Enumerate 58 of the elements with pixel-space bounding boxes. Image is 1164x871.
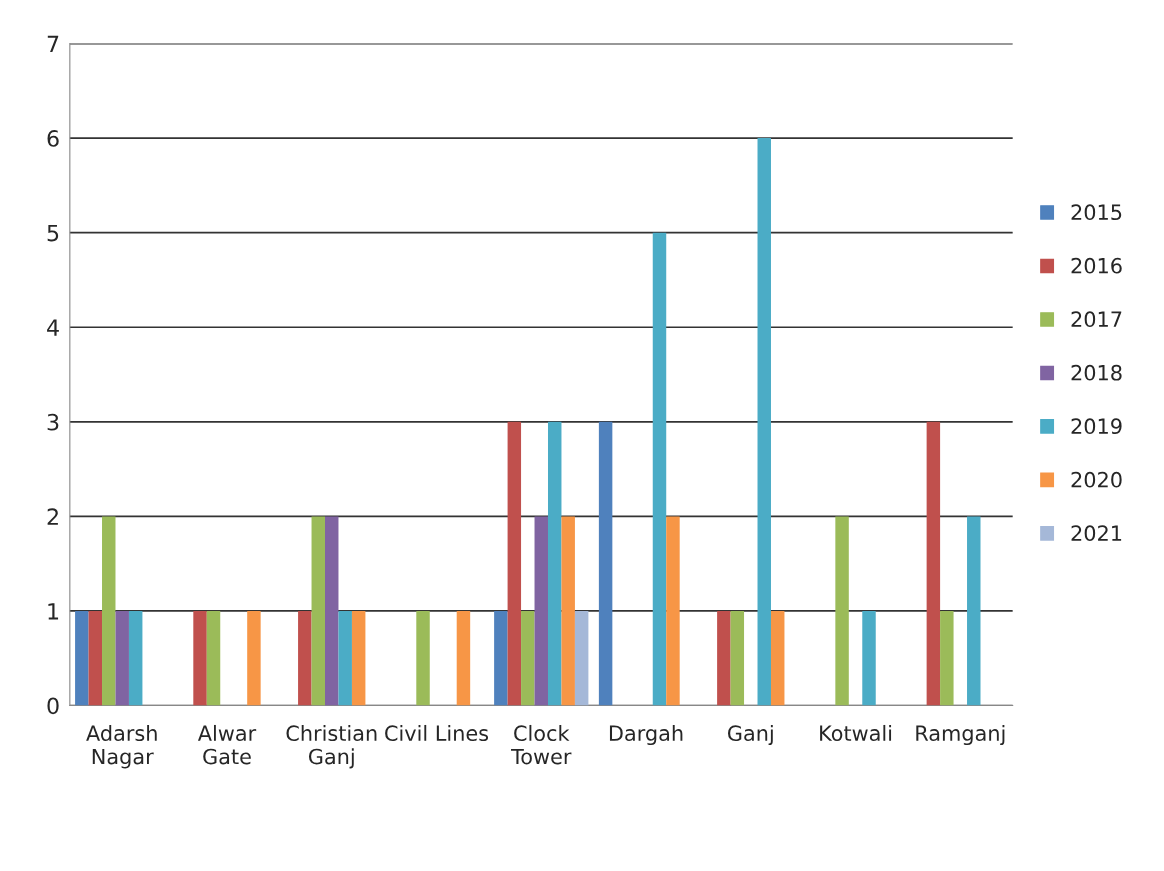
x-tick-label: Civil Lines bbox=[385, 724, 489, 742]
bar bbox=[338, 610, 352, 706]
y-tick-label: 2 bbox=[47, 508, 58, 525]
bar bbox=[598, 421, 613, 706]
y-tick-label: 4 bbox=[47, 319, 59, 336]
bar bbox=[547, 421, 562, 706]
bar bbox=[193, 610, 207, 706]
bar bbox=[534, 516, 548, 706]
bar bbox=[926, 421, 941, 706]
bar bbox=[717, 610, 731, 706]
bar bbox=[862, 610, 876, 706]
x-tick-label: Alwar Gate bbox=[197, 724, 257, 765]
bar bbox=[835, 516, 849, 706]
bar bbox=[351, 610, 366, 706]
x-tick-label: Ganj bbox=[728, 724, 773, 746]
legend-label: 2019 bbox=[1071, 418, 1122, 435]
bar bbox=[247, 610, 261, 706]
y-tick-label: 5 bbox=[47, 224, 59, 242]
legend-label: 2018 bbox=[1071, 364, 1122, 381]
legend-label: 2020 bbox=[1071, 471, 1122, 488]
bar bbox=[574, 610, 589, 706]
bar bbox=[102, 516, 116, 706]
y-tick-label: 0 bbox=[47, 697, 59, 715]
legend-label: 2021 bbox=[1071, 525, 1122, 542]
bar bbox=[298, 610, 312, 706]
bar bbox=[128, 610, 143, 706]
legend-label: 2017 bbox=[1071, 311, 1122, 328]
bar bbox=[507, 421, 522, 706]
x-tick-label: Adarsh Nagar bbox=[86, 724, 157, 769]
bar bbox=[206, 610, 221, 706]
bar bbox=[311, 516, 326, 706]
bar bbox=[940, 610, 954, 706]
bar bbox=[88, 610, 103, 706]
bar bbox=[456, 610, 471, 706]
bar bbox=[494, 610, 508, 706]
bar bbox=[75, 610, 89, 706]
y-tick-label: 7 bbox=[47, 35, 59, 52]
bar bbox=[561, 516, 575, 706]
bar bbox=[757, 138, 771, 706]
x-tick-label: Ramganj bbox=[916, 724, 1005, 746]
x-tick-label: Kotwali bbox=[820, 724, 892, 742]
bar bbox=[666, 516, 680, 706]
y-tick-label: 3 bbox=[47, 413, 59, 431]
y-tick-label: 6 bbox=[47, 130, 59, 147]
bar bbox=[521, 610, 535, 706]
bar bbox=[967, 516, 981, 706]
bar bbox=[325, 516, 339, 706]
x-tick-label: Dargah bbox=[609, 724, 683, 746]
bar bbox=[770, 610, 785, 706]
bar bbox=[115, 610, 129, 706]
x-tick-label: Christian Ganj bbox=[286, 724, 377, 769]
bar bbox=[416, 610, 430, 706]
bar bbox=[652, 232, 667, 706]
legend-label: 2016 bbox=[1071, 257, 1122, 274]
bar bbox=[730, 610, 745, 706]
x-tick-label: Clock Tower bbox=[511, 724, 572, 765]
legend-label: 2015 bbox=[1071, 204, 1122, 221]
y-tick-label: 1 bbox=[48, 603, 59, 620]
